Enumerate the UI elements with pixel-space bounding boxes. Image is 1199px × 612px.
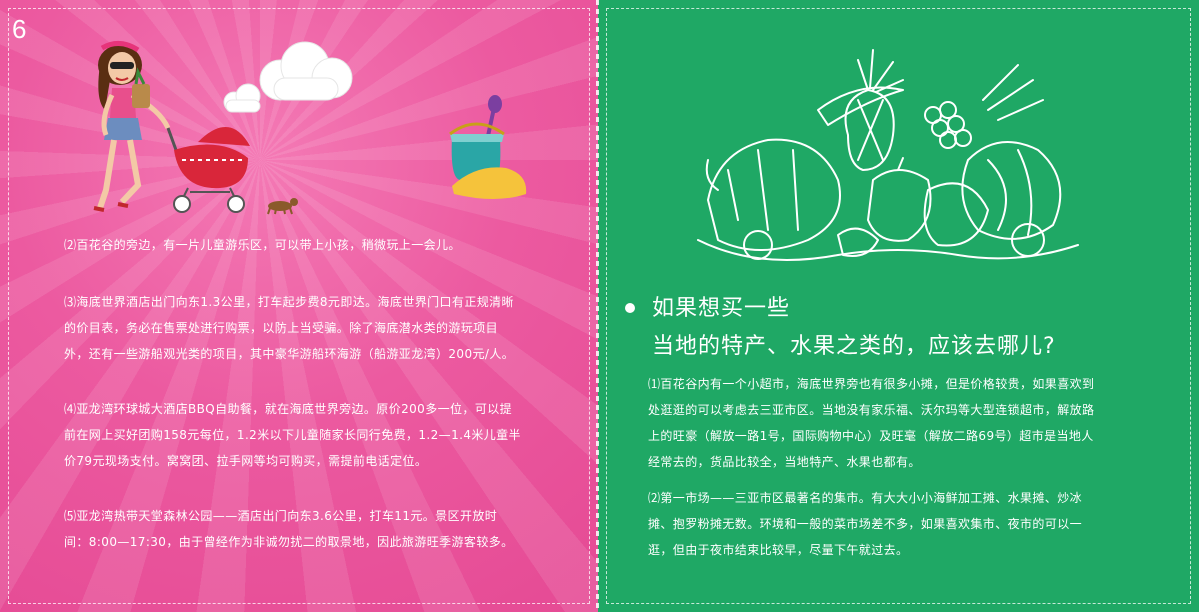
- text-line: ⑷亚龙湾环球城大酒店BBQ自助餐，就在海底世界旁边。原价200多一位，可以提: [64, 402, 513, 416]
- text-line: 处逛逛的可以考虑去三亚市区。当地没有家乐福、沃尔玛等大型连锁超市，解放路: [648, 403, 1095, 417]
- dog-illustration: [267, 198, 298, 215]
- section-heading-line-2: 当地的特产、水果之类的，应该去哪儿?: [652, 334, 1056, 359]
- text-line: 前在网上买好团购158元每位，1.2米以下儿童随家长同行免费，1.2—1.4米儿…: [64, 428, 521, 442]
- cloud-illustration: [259, 41, 353, 101]
- text-line: ⑸亚龙湾热带天堂森林公园——酒店出门向东3.6公里，打车11元。景区开放时: [64, 509, 498, 523]
- text-line: 上的旺豪（解放一路1号，国际购物中心）及旺毫（解放二路69号）超市是当地人: [648, 429, 1094, 443]
- left-paragraph-2: ⑶海底世界酒店出门向东1.3公里，打车起步费8元即达。海底世界门口有正规清晰 的…: [64, 289, 560, 367]
- right-paragraph-2: ⑵第一市场——三亚市区最著名的集市。有大大小小海鲜加工摊、水果摊、炒冰 摊、抱罗…: [648, 485, 1148, 563]
- text-line: 经常去的，货品比较全，当地特产、水果也都有。: [648, 455, 921, 469]
- left-paragraph-4: ⑸亚龙湾热带天堂森林公园——酒店出门向东3.6公里，打车11元。景区开放时 间：…: [64, 503, 560, 555]
- center-divider: [596, 0, 599, 612]
- page-number: 6: [12, 14, 27, 44]
- right-paragraph-1: ⑴百花谷内有一个小超市，海底世界旁也有很多小摊，但是价格较贵，如果喜欢到 处逛逛…: [648, 371, 1148, 475]
- left-paragraph-1: ⑵百花谷的旁边，有一片儿童游乐区，可以带上小孩，稍微玩上一会儿。: [64, 232, 560, 258]
- left-paragraph-3: ⑷亚龙湾环球城大酒店BBQ自助餐，就在海底世界旁边。原价200多一位，可以提 前…: [64, 396, 560, 474]
- text-line: 外，还有一些游船观光类的项目，其中豪华游船环海游（船游亚龙湾）200元/人。: [64, 347, 515, 361]
- text-line: 价79元现场支付。窝窝团、拉手网等均可购买，需提前电话定位。: [64, 454, 428, 468]
- sand-bucket-illustration: [449, 95, 527, 199]
- section-heading-line-1: 如果想买一些: [652, 296, 791, 321]
- left-page: 6: [0, 0, 598, 612]
- woman-stroller-illustration: [93, 41, 250, 213]
- text-line: 间：8:00—17:30，由于曾经作为非诚勿扰二的取景地，因此旅游旺季游客较多。: [64, 535, 514, 549]
- text-line: ⑶海底世界酒店出门向东1.3公里，打车起步费8元即达。海底世界门口有正规清晰: [64, 295, 514, 309]
- text-line: ⑵第一市场——三亚市区最著名的集市。有大大小小海鲜加工摊、水果摊、炒冰: [648, 491, 1083, 505]
- text-line: 的价目表，务必在售票处进行购票，以防上当受骗。除了海底潜水类的游玩项目: [64, 321, 499, 335]
- text-line: ⑴百花谷内有一个小超市，海底世界旁也有很多小摊，但是价格较贵，如果喜欢到: [648, 377, 1095, 391]
- text-line: 逛，但由于夜市结束比较早，尽量下午就过去。: [648, 543, 909, 557]
- bullet-icon: [625, 303, 635, 313]
- text-line: ⑵百花谷的旁边，有一片儿童游乐区，可以带上小孩，稍微玩上一会儿。: [64, 238, 461, 252]
- right-page: [598, 0, 1199, 612]
- text-line: 摊、抱罗粉摊无数。环境和一般的菜市场差不多，如果喜欢集市、夜市的可以一: [648, 517, 1083, 531]
- small-cloud-illustration: [223, 83, 261, 113]
- fruit-vegetable-sketch: [697, 49, 1079, 261]
